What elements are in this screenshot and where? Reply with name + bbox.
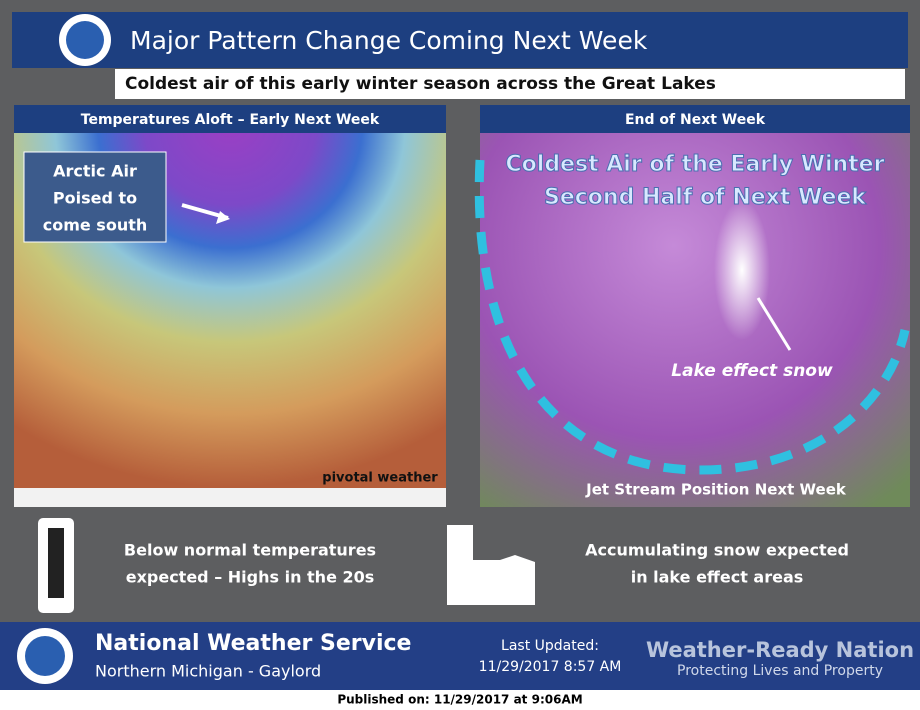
color-scale bbox=[14, 488, 446, 507]
note: Below normal temperatures bbox=[124, 541, 376, 560]
callout-line: Arctic Air bbox=[53, 162, 137, 181]
snow-map bbox=[480, 105, 910, 507]
office: Northern Michigan - Gaylord bbox=[95, 662, 321, 681]
note: Accumulating snow expected bbox=[585, 541, 849, 560]
panel-title-bar bbox=[480, 105, 910, 133]
nws-logo-inner bbox=[66, 21, 104, 59]
callout-box bbox=[23, 151, 167, 243]
slogan: Weather-Ready Nation bbox=[646, 638, 914, 662]
callout-line: Poised to bbox=[53, 189, 137, 208]
headline: Coldest Air of the Early Winter bbox=[506, 152, 885, 177]
note: in lake effect areas bbox=[631, 568, 804, 587]
jet-stream bbox=[474, 159, 910, 475]
lake-label: Lake effect snow bbox=[671, 361, 833, 381]
subtitle: Coldest air of this early winter season … bbox=[125, 74, 716, 94]
updated: 11/29/2017 8:57 AM bbox=[479, 659, 622, 675]
header-bar bbox=[12, 12, 908, 68]
panel-title-bar bbox=[14, 105, 446, 133]
subtitle-bar bbox=[115, 69, 905, 99]
arrow-head bbox=[216, 211, 230, 224]
tagline: Protecting Lives and Property bbox=[677, 663, 883, 679]
snow-gauge-icon bbox=[447, 525, 535, 605]
snow-band bbox=[714, 200, 770, 340]
panel-title: End of Next Week bbox=[625, 112, 766, 128]
headline: Second Half of Next Week bbox=[544, 185, 867, 210]
updated-label: Last Updated: bbox=[501, 638, 599, 654]
callout-line: come south bbox=[43, 216, 148, 235]
note: expected – Highs in the 20s bbox=[126, 568, 375, 587]
panel-title: Temperatures Aloft – Early Next Week bbox=[81, 112, 380, 128]
published-bar bbox=[0, 690, 920, 710]
published: Published on: 11/29/2017 at 9:06AM bbox=[337, 693, 582, 707]
arrow bbox=[756, 297, 792, 351]
footer-bar bbox=[0, 622, 920, 690]
agency: National Weather Service bbox=[95, 631, 411, 656]
nws-logo-inner bbox=[25, 636, 65, 676]
title: Major Pattern Change Coming Next Week bbox=[130, 26, 648, 55]
thermometer-tube bbox=[48, 528, 64, 598]
caption: Jet Stream Position Next Week bbox=[585, 481, 847, 499]
watermark: pivotal weather bbox=[322, 471, 438, 486]
